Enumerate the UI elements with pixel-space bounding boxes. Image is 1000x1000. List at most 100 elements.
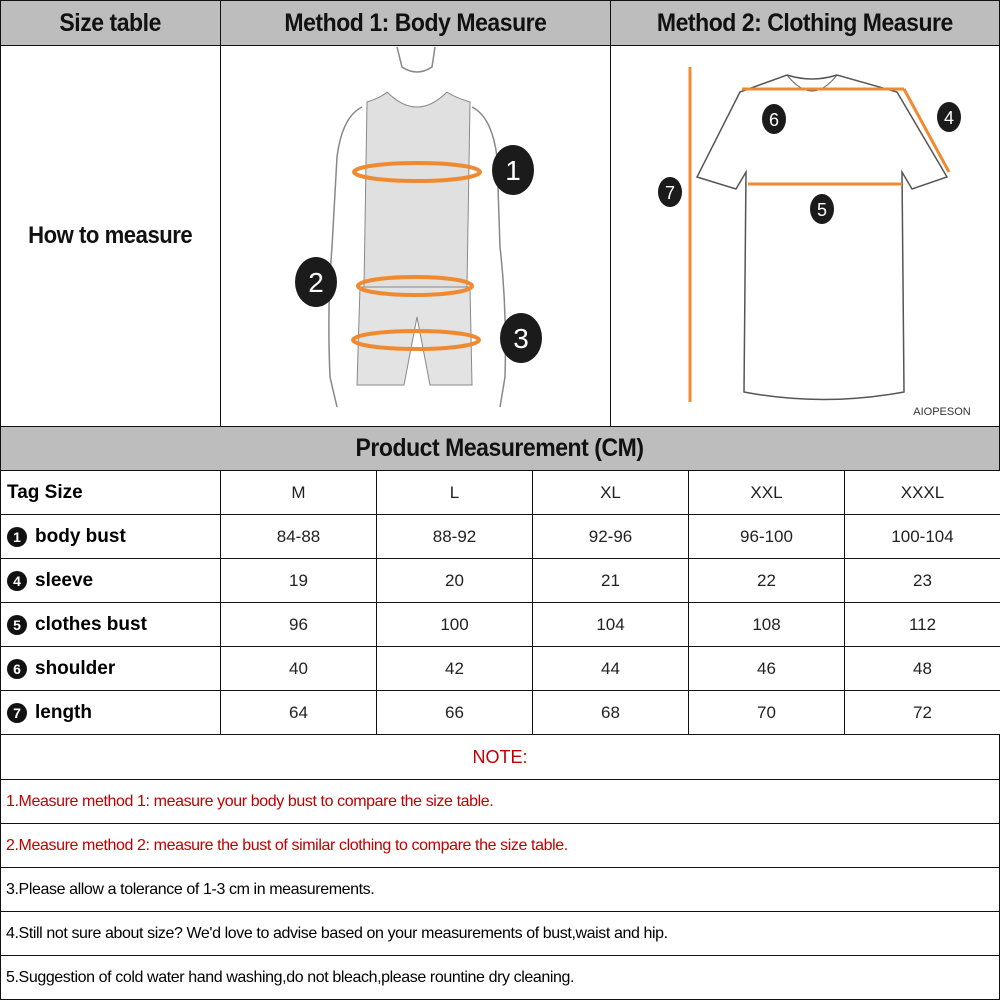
measurement-title: Product Measurement (CM) [355, 434, 644, 462]
table-cell: 46 [688, 646, 845, 691]
table-cell-text: 64 [289, 702, 308, 722]
row-label: 7 length [0, 690, 221, 735]
table-cell: M [220, 470, 377, 515]
table-cell: XL [532, 470, 689, 515]
table-cell-text: 92-96 [588, 526, 633, 546]
table-cell: 20 [376, 558, 533, 603]
note-item: 5.Suggestion of cold water hand washing,… [0, 955, 1000, 1000]
marker-number-icon: 6 [7, 658, 27, 679]
table-cell-text: 96-100 [740, 526, 793, 546]
table-cell-text: 23 [913, 570, 932, 590]
table-cell-text: 112 [908, 614, 937, 634]
note-item-text: 5.Suggestion of cold water hand washing,… [6, 968, 575, 986]
marker-number-icon: 1 [7, 526, 27, 547]
body-measure-illustration: 1 2 3 [220, 45, 611, 427]
table-cell: 23 [844, 558, 1000, 603]
table-cell: 68 [532, 690, 689, 735]
table-cell: 84-88 [220, 514, 377, 559]
table-cell: 21 [532, 558, 689, 603]
table-cell-text: 88-92 [432, 526, 477, 546]
table-cell-text: 96 [289, 614, 308, 634]
table-cell-text: 104 [596, 614, 625, 634]
clothing-measure-illustration: 6 4 7 5 AIOPESON [610, 45, 1000, 427]
marker-7: 7 [664, 183, 674, 203]
table-cell-text: XXXL [900, 482, 945, 502]
brand-watermark: AIOPESON [913, 406, 971, 418]
header-method-1: Method 1: Body Measure [220, 0, 611, 46]
row-label: 5 clothes bust [0, 602, 221, 647]
row-label: Tag Size [0, 470, 221, 515]
table-cell: 96 [220, 602, 377, 647]
row-label: 1 body bust [0, 514, 221, 559]
table-cell: XXXL [844, 470, 1000, 515]
table-cell: 100 [376, 602, 533, 647]
note-item-text: 2.Measure method 2: measure the bust of … [6, 836, 568, 854]
table-cell-text: 19 [289, 570, 308, 590]
table-cell-text: 68 [601, 702, 620, 722]
how-to-measure-cell: How to measure [0, 45, 221, 427]
marker-6: 6 [768, 110, 778, 130]
marker-3: 3 [513, 323, 529, 354]
table-cell: 22 [688, 558, 845, 603]
table-cell-text: M [291, 482, 306, 502]
table-cell-text: 21 [601, 570, 620, 590]
header-method-2: Method 2: Clothing Measure [610, 0, 1000, 46]
table-cell-text: XXL [750, 482, 783, 502]
marker-1: 1 [505, 155, 521, 186]
header-size-table: Size table [0, 0, 221, 46]
table-cell: 104 [532, 602, 689, 647]
table-cell-text: 44 [601, 658, 620, 678]
table-cell: 19 [220, 558, 377, 603]
note-item: 1.Measure method 1: measure your body bu… [0, 779, 1000, 824]
table-cell: 72 [844, 690, 1000, 735]
marker-number-icon: 5 [7, 614, 27, 635]
marker-number-icon: 4 [7, 570, 27, 591]
how-to-measure-label: How to measure [28, 222, 193, 249]
note-item: 3.Please allow a tolerance of 1-3 cm in … [0, 867, 1000, 912]
table-cell-text: 40 [289, 658, 308, 678]
note-item-text: 3.Please allow a tolerance of 1-3 cm in … [6, 880, 375, 898]
table-cell: 48 [844, 646, 1000, 691]
note-item-text: 1.Measure method 1: measure your body bu… [6, 792, 494, 810]
table-cell: 108 [688, 602, 845, 647]
header-label: Method 1: Body Measure [284, 8, 547, 37]
marker-5: 5 [816, 200, 826, 220]
table-cell: 40 [220, 646, 377, 691]
note-title-cell: NOTE: [0, 734, 1000, 780]
table-cell: 66 [376, 690, 533, 735]
table-cell: 100-104 [844, 514, 1000, 559]
table-cell: 64 [220, 690, 377, 735]
marker-icons: 1 2 3 [294, 145, 542, 363]
table-cell-text: 66 [445, 702, 464, 722]
table-cell-text: 84-88 [276, 526, 321, 546]
table-cell-text: XL [600, 482, 621, 502]
table-cell-text: 70 [757, 702, 776, 722]
row-label-text: body bust [35, 525, 126, 547]
note-item: 4.Still not sure about size? We'd love t… [0, 911, 1000, 956]
table-cell-text: 48 [913, 658, 932, 678]
row-label-text: sleeve [35, 569, 94, 591]
note-item-text: 4.Still not sure about size? We'd love t… [6, 924, 668, 942]
table-cell-text: 22 [757, 570, 776, 590]
table-cell: L [376, 470, 533, 515]
marker-4: 4 [943, 108, 953, 128]
table-cell-text: 42 [445, 658, 464, 678]
header-label: Size table [59, 8, 162, 37]
table-cell: 112 [844, 602, 1000, 647]
header-label: Method 2: Clothing Measure [656, 8, 953, 37]
row-label-text: Tag Size [7, 481, 83, 503]
table-cell: 88-92 [376, 514, 533, 559]
table-cell-text: 100 [440, 614, 469, 634]
table-cell: 42 [376, 646, 533, 691]
row-label: 6 shoulder [0, 646, 221, 691]
measurement-title-bar: Product Measurement (CM) [0, 426, 1000, 471]
table-cell-text: 46 [757, 658, 776, 678]
table-cell: 44 [532, 646, 689, 691]
table-cell-text: L [449, 482, 460, 502]
table-cell-text: 20 [445, 570, 464, 590]
body-figure-image: 1 2 3 [294, 47, 542, 408]
row-label: 4 sleeve [0, 558, 221, 603]
row-label-text: clothes bust [35, 613, 147, 635]
marker-2: 2 [308, 267, 324, 298]
note-item: 2.Measure method 2: measure the bust of … [0, 823, 1000, 868]
